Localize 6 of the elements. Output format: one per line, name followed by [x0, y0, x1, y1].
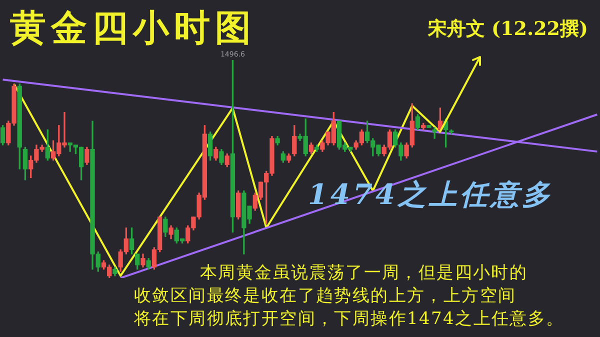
candlestick — [426, 125, 432, 128]
annotation: 本周黄金虽说震荡了一周，但是四小时的 — [200, 262, 528, 284]
text: 将在下周彻底打开空间，下周操作1474之上任意多。 — [134, 308, 564, 330]
chart-title: 黄金四小时图 — [10, 7, 256, 49]
text: 收敛区间最终是收在了趋势线的上方，上方空间 — [134, 285, 516, 307]
text: 宋舟文 (12.22撰) — [428, 17, 588, 42]
